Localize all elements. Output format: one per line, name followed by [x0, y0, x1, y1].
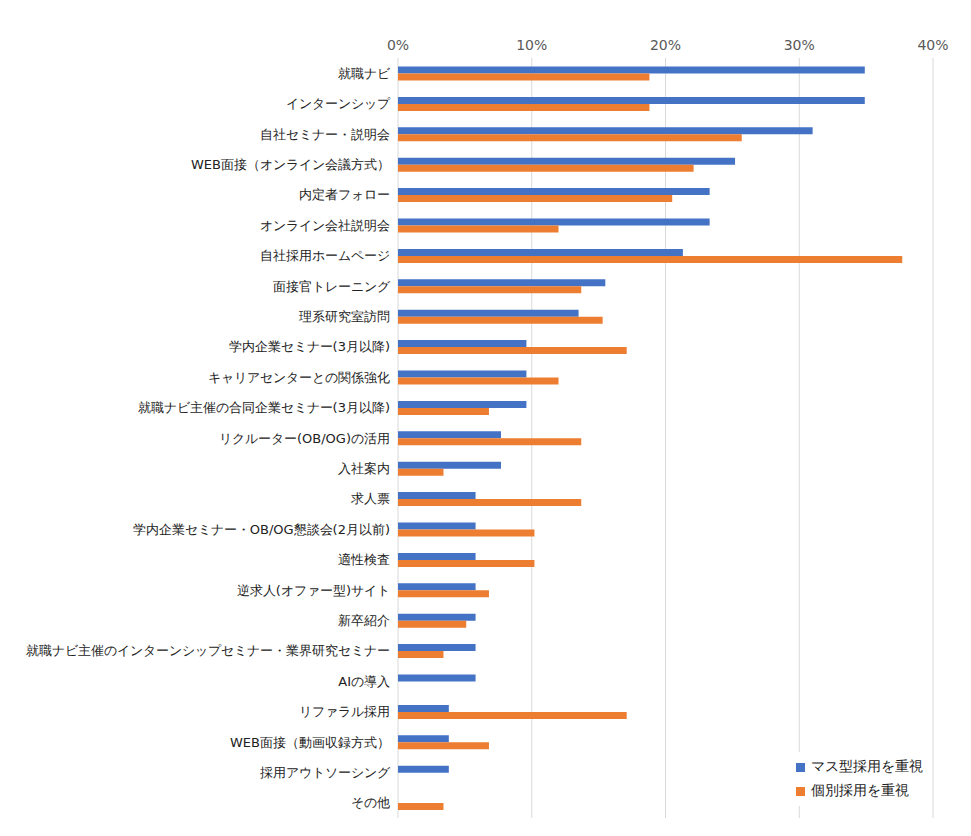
svg-text:適性検査: 適性検査: [338, 552, 390, 567]
svg-text:AIの導入: AIの導入: [338, 674, 390, 689]
svg-text:その他: その他: [351, 795, 390, 810]
svg-text:WEB面接（オンライン会議方式）: WEB面接（オンライン会議方式）: [191, 157, 390, 172]
svg-text:30%: 30%: [784, 37, 815, 53]
html-text:マス型採用を重視: マス型採用を重視: [811, 758, 923, 774]
svg-text:0%: 0%: [387, 37, 409, 53]
svg-text:就職ナビ主催の合同企業セミナー(3月以降): 就職ナビ主催の合同企業セミナー(3月以降): [138, 400, 390, 415]
svg-text:オンライン会社説明会: オンライン会社説明会: [260, 218, 390, 233]
svg-text:40%: 40%: [917, 37, 948, 53]
svg-text:新卒紹介: 新卒紹介: [338, 613, 390, 628]
svg-text:インターンシップ: インターンシップ: [286, 96, 391, 111]
svg-text:自社採用ホームページ: 自社採用ホームページ: [260, 248, 390, 263]
svg-text:採用アウトソーシング: 採用アウトソーシング: [260, 765, 391, 780]
svg-text:リクルーター(OB/OG)の活用: リクルーター(OB/OG)の活用: [219, 431, 390, 446]
svg-text:入社案内: 入社案内: [338, 461, 390, 476]
svg-text:就職ナビ主催のインターンシップセミナー・業界研究セミナー: 就職ナビ主催のインターンシップセミナー・業界研究セミナー: [26, 643, 390, 658]
svg-text:理系研究室訪問: 理系研究室訪問: [299, 309, 390, 324]
svg-text:キャリアセンターとの関係強化: キャリアセンターとの関係強化: [208, 370, 390, 385]
svg-text:10%: 10%: [516, 37, 547, 53]
svg-text:求人票: 求人票: [351, 491, 390, 506]
html-text:個別採用を重視: 個別採用を重視: [811, 782, 909, 798]
svg-text:逆求人(オファー型)サイト: 逆求人(オファー型)サイト: [237, 583, 390, 598]
svg-text:WEB面接（動画収録方式）: WEB面接（動画収録方式）: [230, 735, 390, 750]
svg-text:学内企業セミナー(3月以降): 学内企業セミナー(3月以降): [229, 339, 390, 354]
svg-text:自社セミナー・説明会: 自社セミナー・説明会: [260, 127, 390, 142]
svg-text:就職ナビ: 就職ナビ: [338, 66, 391, 81]
svg-text:面接官トレーニング: 面接官トレーニング: [273, 279, 391, 294]
svg-text:20%: 20%: [650, 37, 681, 53]
svg-text:学内企業セミナー・OB/OG懇談会(2月以前): 学内企業セミナー・OB/OG懇談会(2月以前): [133, 522, 390, 537]
svg-text:内定者フォロー: 内定者フォロー: [299, 187, 390, 202]
svg-text:リファラル採用: リファラル採用: [299, 704, 390, 719]
